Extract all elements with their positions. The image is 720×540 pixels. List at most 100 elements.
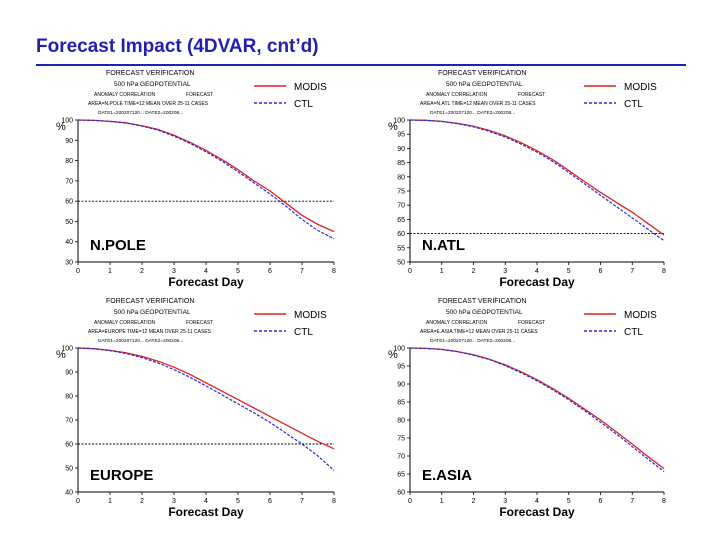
y-tick-label: 80 <box>65 394 73 401</box>
y-tick-label: 90 <box>397 382 405 389</box>
region-label: N.ATL <box>422 237 465 254</box>
y-tick-label: 70 <box>397 203 405 210</box>
x-tick-label: 6 <box>268 498 272 505</box>
y-axis-label: % <box>388 349 398 361</box>
legend-label-modis: MODIS <box>294 310 327 321</box>
region-label: N.POLE <box>90 237 146 254</box>
x-tick-label: 7 <box>630 268 634 275</box>
header-line-4: AREA=N.POLE TIME=12 MEAN OVER 25-11 CASE… <box>88 101 209 107</box>
x-tick-label: 7 <box>300 268 304 275</box>
y-tick-label: 100 <box>61 118 73 125</box>
header-line-5: DATE1=200207120... DATE2=200208... <box>98 110 183 116</box>
series-line-ctl <box>409 347 665 472</box>
header-line-3b: FORECAST <box>186 320 213 326</box>
y-tick-label: 100 <box>61 346 73 353</box>
y-tick-label: 85 <box>397 160 405 167</box>
x-tick-label: 1 <box>108 498 112 505</box>
region-label: E.ASIA <box>422 467 472 484</box>
y-tick-label: 90 <box>397 146 405 153</box>
series-line-ctl <box>77 347 335 471</box>
x-axis-label: Forecast Day <box>499 275 575 289</box>
y-tick-label: 75 <box>397 189 405 196</box>
x-tick-label: 3 <box>172 268 176 275</box>
header-line-2: 500 hPa GEOPOTENTIAL <box>114 309 191 316</box>
y-tick-label: 85 <box>397 400 405 407</box>
y-tick-label: 70 <box>397 454 405 461</box>
legend-label-ctl: CTL <box>294 99 313 110</box>
x-axis-label: Forecast Day <box>168 505 244 519</box>
header-line-3a: ANOMALY CORRELATION <box>94 320 156 326</box>
x-tick-label: 0 <box>76 268 80 275</box>
x-tick-label: 5 <box>236 498 240 505</box>
x-tick-label: 4 <box>535 498 539 505</box>
x-tick-label: 6 <box>268 268 272 275</box>
header-line-4: AREA=E.ASIA TIME=12 MEAN OVER 25-11 CASE… <box>420 329 538 335</box>
x-tick-label: 2 <box>140 268 144 275</box>
header-line-3a: ANOMALY CORRELATION <box>426 320 488 326</box>
x-tick-label: 3 <box>503 498 507 505</box>
x-tick-label: 4 <box>535 268 539 275</box>
header-line-1: FORECAST VERIFICATION <box>438 298 526 305</box>
y-tick-label: 95 <box>397 132 405 139</box>
x-tick-label: 8 <box>662 498 666 505</box>
header-line-2: 500 hPa GEOPOTENTIAL <box>114 81 191 88</box>
y-tick-label: 60 <box>65 199 73 206</box>
header-line-5: DATE1=200207120... DATE2=200208... <box>430 338 515 344</box>
y-tick-label: 80 <box>65 158 73 165</box>
x-tick-label: 2 <box>472 268 476 275</box>
x-tick-label: 2 <box>472 498 476 505</box>
y-tick-label: 80 <box>397 418 405 425</box>
chart-svg: FORECAST VERIFICATION 500 hPa GEOPOTENTIA… <box>388 70 666 289</box>
x-tick-label: 2 <box>140 498 144 505</box>
y-tick-label: 50 <box>65 466 73 473</box>
chart-svg: FORECAST VERIFICATION 500 hPa GEOPOTENTIA… <box>56 298 336 519</box>
x-tick-label: 5 <box>567 268 571 275</box>
y-tick-label: 70 <box>65 178 73 185</box>
x-tick-label: 7 <box>630 498 634 505</box>
x-tick-label: 8 <box>662 268 666 275</box>
x-tick-label: 6 <box>599 268 603 275</box>
x-tick-label: 1 <box>108 268 112 275</box>
x-tick-label: 5 <box>236 268 240 275</box>
legend-label-ctl: CTL <box>624 99 643 110</box>
y-tick-label: 55 <box>397 245 405 252</box>
x-axis-label: Forecast Day <box>499 505 575 519</box>
y-tick-label: 40 <box>65 239 73 246</box>
chart-panel-natl: FORECAST VERIFICATION 500 hPa GEOPOTENTIA… <box>368 66 684 292</box>
x-axis-label: Forecast Day <box>168 275 244 289</box>
x-tick-label: 7 <box>300 498 304 505</box>
slide-title: Forecast Impact (4DVAR, cnt’d) <box>36 36 319 57</box>
y-tick-label: 80 <box>397 174 405 181</box>
x-tick-label: 8 <box>332 268 336 275</box>
chart-panel-europe: FORECAST VERIFICATION 500 hPa GEOPOTENTIA… <box>36 294 354 522</box>
x-tick-label: 5 <box>567 498 571 505</box>
series-line-ctl <box>409 119 665 242</box>
header-line-4: AREA=N.ATL TIME=12 MEAN OVER 25-11 CASES <box>420 101 536 107</box>
y-tick-label: 100 <box>393 346 405 353</box>
region-label: EUROPE <box>90 467 153 484</box>
y-tick-label: 70 <box>65 418 73 425</box>
legend-label-ctl: CTL <box>294 327 313 338</box>
x-tick-label: 6 <box>599 498 603 505</box>
header-line-3b: FORECAST <box>518 92 545 98</box>
y-tick-label: 100 <box>393 118 405 125</box>
y-tick-label: 60 <box>397 231 405 238</box>
y-tick-label: 60 <box>65 442 73 449</box>
y-tick-label: 65 <box>397 472 405 479</box>
header-line-1: FORECAST VERIFICATION <box>106 70 194 77</box>
y-tick-label: 60 <box>397 490 405 497</box>
x-tick-label: 8 <box>332 498 336 505</box>
y-tick-label: 90 <box>65 370 73 377</box>
header-line-3b: FORECAST <box>186 92 213 98</box>
y-tick-label: 90 <box>65 138 73 145</box>
x-tick-label: 1 <box>440 268 444 275</box>
legend-label-ctl: CTL <box>624 327 643 338</box>
x-tick-label: 3 <box>503 268 507 275</box>
header-line-2: 500 hPa GEOPOTENTIAL <box>446 81 523 88</box>
y-tick-label: 40 <box>65 490 73 497</box>
legend-label-modis: MODIS <box>624 310 657 321</box>
legend-label-modis: MODIS <box>294 82 327 93</box>
legend-label-modis: MODIS <box>624 82 657 93</box>
title-rule <box>36 64 686 66</box>
y-tick-label: 50 <box>65 219 73 226</box>
